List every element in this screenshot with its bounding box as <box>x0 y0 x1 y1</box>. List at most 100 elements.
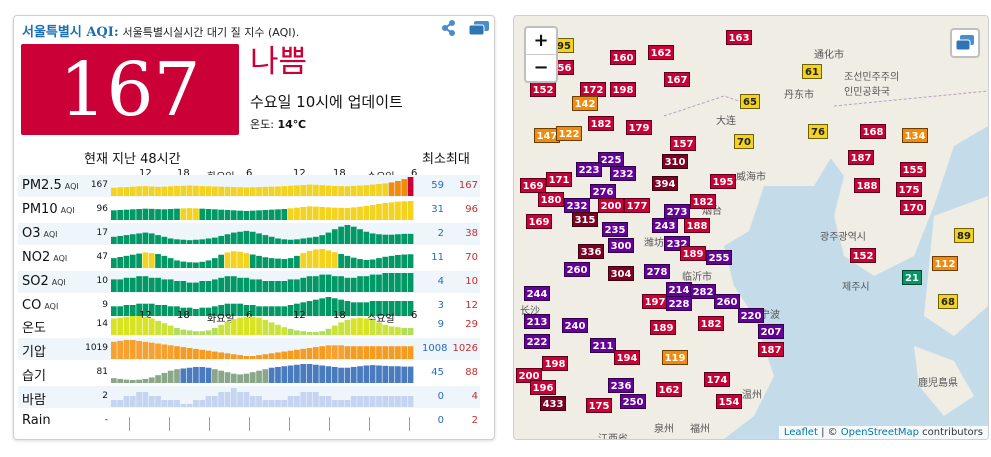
map-station-marker[interactable]: 174 <box>704 372 730 387</box>
map-station-marker[interactable]: 211 <box>590 338 616 353</box>
map-station-marker[interactable]: 433 <box>540 396 566 411</box>
map-station-marker[interactable]: 276 <box>590 184 616 199</box>
map-station-marker[interactable]: 236 <box>608 378 634 393</box>
map-station-marker[interactable]: 188 <box>854 178 880 193</box>
map-station-marker[interactable]: 207 <box>758 324 784 339</box>
map-station-marker[interactable]: 162 <box>656 382 682 397</box>
map-station-marker[interactable]: 194 <box>614 350 640 365</box>
row-sparkline[interactable] <box>111 363 414 383</box>
row-sparkline[interactable] <box>111 339 414 359</box>
map-station-marker[interactable]: 278 <box>644 264 670 279</box>
map-station-marker[interactable]: 162 <box>648 45 674 60</box>
map-station-marker[interactable]: 243 <box>652 218 678 233</box>
map-station-marker[interactable]: 70 <box>734 134 754 149</box>
map-station-marker[interactable]: 89 <box>954 228 974 243</box>
map-station-marker[interactable]: 200 <box>598 198 624 213</box>
map-station-marker[interactable]: 189 <box>650 320 676 335</box>
map-station-marker[interactable]: 228 <box>666 296 692 311</box>
share-icon[interactable] <box>440 20 458 36</box>
map-station-marker[interactable]: 76 <box>808 124 828 139</box>
map-station-marker[interactable]: 240 <box>562 318 588 333</box>
map-station-marker[interactable]: 220 <box>738 308 764 323</box>
layers-button[interactable] <box>950 28 980 58</box>
map-station-marker[interactable]: 171 <box>546 172 572 187</box>
map-station-marker[interactable]: 119 <box>662 350 688 365</box>
map-station-marker[interactable]: 177 <box>624 198 650 213</box>
row-sparkline[interactable] <box>111 200 414 220</box>
map-station-marker[interactable]: 134 <box>902 128 928 143</box>
map-station-marker[interactable]: 244 <box>524 286 550 301</box>
map-station-marker[interactable]: 394 <box>652 176 678 191</box>
zoom-in-button[interactable]: + <box>533 30 549 51</box>
map-station-marker[interactable]: 175 <box>586 398 612 413</box>
map-station-marker[interactable]: 160 <box>610 50 636 65</box>
map-station-marker[interactable]: 187 <box>758 342 784 357</box>
map-station-marker[interactable]: 260 <box>714 294 740 309</box>
city-title[interactable]: 서울특별시 AQI: <box>22 25 119 40</box>
map-station-marker[interactable]: 255 <box>706 250 732 265</box>
map-station-marker[interactable]: 232 <box>564 198 590 213</box>
map-station-marker[interactable]: 182 <box>690 194 716 209</box>
map-station-marker[interactable]: 214 <box>666 282 692 297</box>
map-station-marker[interactable]: 175 <box>896 182 922 197</box>
map-station-marker[interactable]: 195 <box>710 174 736 189</box>
map-station-marker[interactable]: 222 <box>524 334 550 349</box>
map-station-marker[interactable]: 250 <box>620 394 646 409</box>
widget-icon[interactable] <box>468 20 489 36</box>
map-station-marker[interactable]: 172 <box>580 82 606 97</box>
map-station-marker[interactable]: 147 <box>534 128 560 143</box>
map-station-marker[interactable]: 235 <box>602 222 628 237</box>
map-station-marker[interactable]: 169 <box>520 178 546 193</box>
row-sparkline[interactable] <box>111 315 414 335</box>
row-sparkline[interactable] <box>111 248 414 268</box>
row-sparkline[interactable] <box>111 176 414 196</box>
map-station-marker[interactable]: 196 <box>530 380 556 395</box>
row-sparkline[interactable] <box>111 387 414 407</box>
map-station-marker[interactable]: 310 <box>662 154 688 169</box>
map-station-marker[interactable]: 122 <box>556 126 582 141</box>
map-station-marker[interactable]: 163 <box>726 30 752 45</box>
aqi-map[interactable]: 通化市 丹东市 大连 威海市 烟台 潍坊 临沂市 조선민주주의인민공화국 광주광역시 제주시 鹿児島… <box>513 15 989 440</box>
map-station-marker[interactable]: 65 <box>740 94 760 109</box>
map-station-marker[interactable]: 232 <box>610 166 636 181</box>
map-station-marker[interactable]: 170 <box>900 200 926 215</box>
map-station-marker[interactable]: 187 <box>848 150 874 165</box>
row-sparkline[interactable] <box>111 272 414 292</box>
map-station-marker[interactable]: 152 <box>850 248 876 263</box>
map-station-marker[interactable]: 282 <box>690 284 716 299</box>
map-station-marker[interactable]: 260 <box>564 262 590 277</box>
leaflet-link[interactable]: Leaflet <box>783 427 818 438</box>
map-station-marker[interactable]: 189 <box>680 246 706 261</box>
map-station-marker[interactable]: 188 <box>684 218 710 233</box>
row-sparkline[interactable] <box>111 296 414 316</box>
map-station-marker[interactable]: 152 <box>530 82 556 97</box>
map-station-marker[interactable]: 197 <box>642 294 668 309</box>
map-station-marker[interactable]: 300 <box>608 238 634 253</box>
map-station-marker[interactable]: 273 <box>664 204 690 219</box>
map-station-marker[interactable]: 304 <box>608 266 634 281</box>
map-station-marker[interactable]: 213 <box>524 314 550 329</box>
zoom-out-button[interactable]: − <box>526 54 556 81</box>
map-station-marker[interactable]: 112 <box>932 256 958 271</box>
map-station-marker[interactable]: 68 <box>938 294 958 309</box>
map-station-marker[interactable]: 200 <box>516 368 542 383</box>
map-station-marker[interactable]: 168 <box>860 124 886 139</box>
map-station-marker[interactable]: 336 <box>578 244 604 259</box>
map-station-marker[interactable]: 180 <box>538 192 564 207</box>
map-station-marker[interactable]: 154 <box>716 394 742 409</box>
map-station-marker[interactable]: 198 <box>610 82 636 97</box>
map-station-marker[interactable]: 315 <box>572 212 598 227</box>
map-station-marker[interactable]: 157 <box>670 136 696 151</box>
row-sparkline[interactable] <box>111 411 414 431</box>
map-station-marker[interactable]: 167 <box>664 72 690 87</box>
row-sparkline[interactable] <box>111 224 414 244</box>
osm-link[interactable]: OpenStreetMap <box>840 427 919 438</box>
map-station-marker[interactable]: 179 <box>626 120 652 135</box>
map-station-marker[interactable]: 169 <box>526 214 552 229</box>
map-station-marker[interactable]: 182 <box>698 316 724 331</box>
map-station-marker[interactable]: 142 <box>572 96 598 111</box>
map-station-marker[interactable]: 182 <box>588 116 614 131</box>
map-station-marker[interactable]: 21 <box>902 270 922 285</box>
map-station-marker[interactable]: 155 <box>900 162 926 177</box>
map-station-marker[interactable]: 223 <box>576 162 602 177</box>
